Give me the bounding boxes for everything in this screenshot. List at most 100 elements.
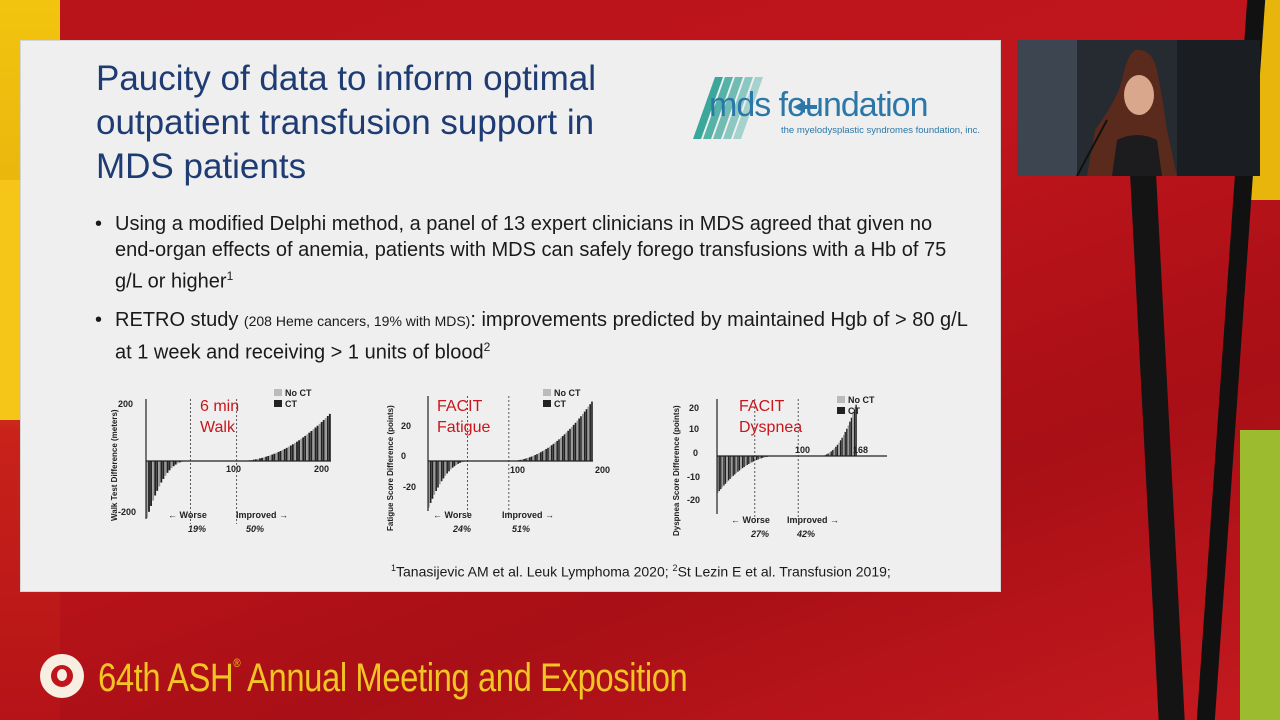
- chart-bar: [838, 442, 840, 456]
- chart-bar: [446, 461, 448, 474]
- chart-bar: [745, 456, 747, 466]
- y-tick-label: 20: [401, 421, 412, 431]
- chart-bar: [567, 430, 569, 461]
- ash-seal-logo: [40, 654, 84, 698]
- legend-label: CT: [848, 406, 860, 416]
- chart-bar: [561, 436, 564, 461]
- chart-bar: [554, 442, 557, 461]
- chart-bar: [263, 457, 266, 461]
- chart-bar: [444, 461, 447, 476]
- chart-bar: [846, 428, 848, 456]
- bullet-item: RETRO study (208 Heme cancers, 19% with …: [93, 307, 973, 366]
- chart-bar: [156, 461, 159, 491]
- chart-title: FACIT Dyspnea: [739, 396, 802, 438]
- chart-bar: [148, 461, 150, 512]
- chart-bar: [168, 461, 171, 471]
- chart-bar: [578, 418, 580, 461]
- chart-bar: [721, 456, 724, 488]
- chart-bar: [431, 461, 434, 499]
- chart-bar: [759, 456, 761, 459]
- chart-bar: [576, 420, 579, 461]
- chart-bar: [727, 456, 730, 481]
- legend-label: No CT: [554, 388, 581, 398]
- chart-bar: [146, 461, 148, 519]
- chart-bar: [754, 456, 756, 461]
- chart-bar: [279, 451, 282, 461]
- background-stripe: [1129, 160, 1185, 720]
- legend-label: No CT: [285, 388, 312, 398]
- chart-bar: [459, 461, 461, 463]
- chart-legend: No CT CT: [837, 395, 875, 417]
- y-axis-label: Walk Test Difference (meters): [110, 409, 119, 521]
- chart-title-line: Walk: [200, 419, 235, 436]
- chart-bar: [751, 456, 753, 463]
- chart-bar: [254, 459, 257, 461]
- chart-bar: [318, 423, 321, 461]
- legend-swatch: [274, 389, 282, 396]
- presentation-slide: Paucity of data to inform optimal outpat…: [20, 40, 1001, 592]
- chart-bar: [565, 432, 568, 461]
- bullet-list: Using a modified Delphi method, a panel …: [93, 211, 973, 377]
- x-tick-label: 100: [510, 465, 526, 475]
- chart-title-line: Dyspnea: [739, 419, 803, 436]
- legend-label: CT: [554, 399, 566, 409]
- chart-bar: [574, 422, 577, 461]
- legend-swatch: [837, 407, 845, 414]
- chart-bar: [737, 456, 739, 472]
- chart-bar: [853, 409, 856, 456]
- chart-bar: [843, 434, 845, 456]
- chart-bar: [261, 457, 263, 461]
- chart-bar: [760, 456, 762, 459]
- chart-bar: [558, 439, 560, 461]
- legend-swatch: [543, 400, 551, 407]
- chart-bar: [749, 456, 752, 464]
- chart-bar: [178, 461, 181, 463]
- chart-bar: [453, 461, 456, 467]
- chart-bar: [172, 461, 175, 467]
- chart-plot: [716, 399, 887, 519]
- chart-bar: [310, 431, 313, 461]
- chart-bar: [832, 450, 834, 456]
- chart-bar: [852, 413, 854, 456]
- chart-bar: [440, 461, 443, 482]
- chart-bar: [287, 446, 290, 461]
- chart-bar: [428, 461, 430, 508]
- chart-bar: [724, 456, 727, 484]
- references: 1Tanasijevic AM et al. Leuk Lymphoma 202…: [391, 563, 891, 580]
- chart-bar: [455, 461, 458, 465]
- chart-bar: [734, 456, 736, 475]
- logo-tagline: the myelodysplastic syndromes foundation…: [781, 125, 981, 136]
- chart-title-line: 6 min: [200, 398, 240, 415]
- legend-item: No CT: [837, 395, 875, 406]
- chart-bar: [757, 456, 759, 460]
- worse-label: ← Worse: [731, 515, 770, 525]
- chart-bar: [324, 418, 327, 461]
- chart-bar: [450, 461, 452, 470]
- y-axis-label: Dyspnea Score Difference (points): [672, 405, 681, 536]
- chart-bar: [320, 421, 323, 461]
- chart-bar: [451, 461, 454, 468]
- chart-bar: [723, 456, 725, 486]
- chart-legend: No CT CT: [274, 388, 312, 410]
- chart-bar: [160, 461, 163, 483]
- chart-bar: [304, 435, 307, 461]
- chart-bar: [433, 461, 436, 495]
- background-stripe: [1240, 430, 1280, 720]
- legend-item: CT: [274, 399, 312, 410]
- chart-bar: [296, 441, 298, 461]
- chart-bar: [752, 456, 755, 462]
- chart-bar: [538, 453, 540, 461]
- chart-bar: [429, 461, 432, 503]
- chart-bar: [289, 445, 292, 461]
- chart-bar: [267, 456, 270, 461]
- y-tick-label: 200: [118, 399, 134, 409]
- chart-bar: [541, 451, 544, 461]
- chart-title-line: FACIT: [739, 398, 785, 415]
- chart-bar: [528, 457, 531, 461]
- legend-swatch: [543, 389, 551, 396]
- chart-bar: [731, 456, 733, 478]
- chart-bar: [291, 444, 294, 461]
- chart-bar: [741, 456, 744, 469]
- improved-label: Improved →: [502, 510, 555, 520]
- background-stripe: [0, 180, 22, 420]
